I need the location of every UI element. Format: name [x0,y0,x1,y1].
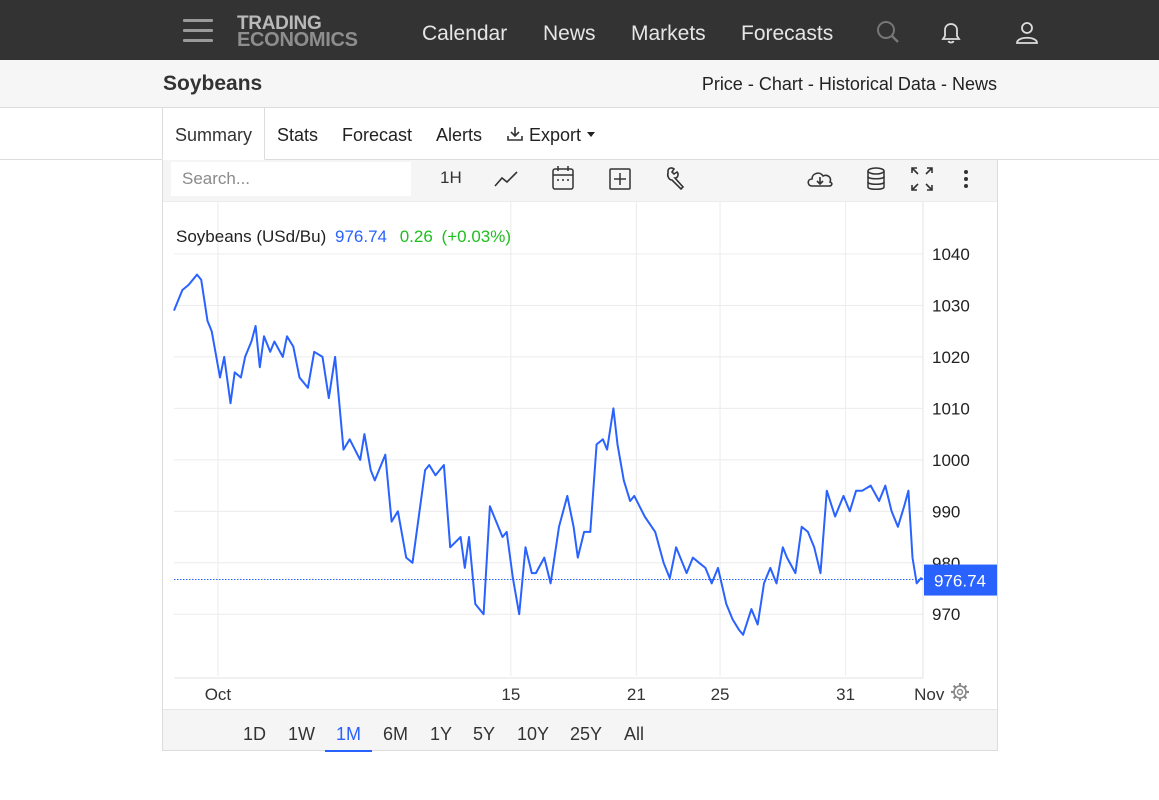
breadcrumb-chart[interactable]: Chart [758,74,803,94]
y-tick-label: 1020 [932,348,970,367]
y-tick-label: 970 [932,605,960,624]
tab-stats[interactable]: Stats [277,125,319,145]
range-1m[interactable]: 1M [336,724,362,744]
database-icon[interactable] [863,164,889,194]
tabs-row: Summary Stats Forecast Alerts Export [0,108,1159,160]
tab-forecast[interactable]: Forecast [342,125,413,145]
page-title: Soybeans [163,72,263,95]
logo[interactable]: TRADING ECONOMICS [237,13,358,51]
bell-icon[interactable] [938,20,964,46]
range-1d[interactable]: 1D [243,724,267,744]
tab-alerts[interactable]: Alerts [436,125,483,145]
legend-change-pct: (+0.03%) [442,227,511,246]
x-tick-label: 21 [627,685,646,704]
price-chart[interactable]: Oct 15 21 25 31 Nov97098099010001010102010301… [163,202,997,709]
legend-change: 0.26 [400,227,433,246]
y-tick-label: 1000 [932,451,970,470]
line-chart-icon[interactable] [493,164,519,194]
breadcrumb-news[interactable]: News [951,74,997,94]
calendar-icon[interactable] [550,164,576,194]
nav-link-markets[interactable]: Markets [631,22,706,45]
download-icon [507,127,523,141]
x-tick-label: 15 [501,685,520,704]
x-tick-label: Oct [205,685,232,704]
last-price-label: 976.74 [934,572,986,591]
active-range-indicator [325,750,372,752]
y-tick-label: 1040 [932,245,970,264]
breadcrumb-separator: - [807,74,814,94]
x-tick-label: 31 [836,685,855,704]
chart-settings-icon[interactable] [951,683,969,701]
nav-link-forecasts[interactable]: Forecasts [741,22,834,45]
logo-line-2: ECONOMICS [237,29,358,51]
x-tick-label: Nov [914,685,945,704]
top-navbar: TRADING ECONOMICS Calendar News Markets … [0,0,1159,60]
menu-icon[interactable] [183,19,213,43]
y-tick-label: 1030 [932,296,970,315]
chart-legend: Soybeans (USd/Bu) 976.74 0.26 (+0.03%) [176,227,511,246]
breadcrumb: Price - Chart - Historical Data - News [702,74,997,95]
sub-header: Soybeans Price - Chart - Historical Data… [0,60,1159,108]
range-all[interactable]: All [624,724,645,744]
y-tick-label: 990 [932,502,960,521]
legend-series-name: Soybeans (USd/Bu) [176,227,326,246]
last-price-badge [924,564,997,596]
price-series-line [173,273,924,636]
breadcrumb-historical-data[interactable]: Historical Data [818,74,936,94]
nav-link-news[interactable]: News [543,22,596,45]
chart-panel: 1H Oct15212531Nov97098099010001010102010… [162,160,998,752]
search-input[interactable] [171,162,411,196]
tab-export[interactable]: Export [506,125,596,146]
x-tick-label: 25 [711,685,730,704]
range-25y[interactable]: 25Y [570,724,603,744]
range-1y[interactable]: 1Y [430,724,453,744]
more-icon[interactable] [958,164,974,194]
wrench-icon[interactable] [663,164,689,194]
range-5y[interactable]: 5Y [473,724,496,744]
cloud-download-icon[interactable] [805,164,835,194]
user-icon[interactable] [1014,20,1040,46]
nav-link-calendar[interactable]: Calendar [422,22,508,45]
caret-down-icon [587,132,596,137]
range-6m[interactable]: 6M [383,724,409,744]
range-10y[interactable]: 10Y [517,724,550,744]
search-icon[interactable] [875,20,901,46]
range-1w[interactable]: 1W [288,724,315,744]
tab-summary[interactable]: Summary [162,108,266,160]
breadcrumb-separator: - [747,74,754,94]
export-label: Export [529,125,582,145]
logo-line-1: TRADING [237,13,322,34]
y-tick-label: 1010 [932,399,970,418]
breadcrumb-separator: - [940,74,947,94]
range-selector: 1D 1W 1M 6M 1Y 5Y 10Y 25Y All [163,709,997,752]
fullscreen-icon[interactable] [909,164,935,194]
legend-last-value: 976.74 [335,227,387,246]
chart-toolbar: 1H [163,160,997,202]
breadcrumb-price[interactable]: Price [701,74,743,94]
add-indicator-icon[interactable] [607,164,633,194]
interval-button[interactable]: 1H [440,168,462,187]
